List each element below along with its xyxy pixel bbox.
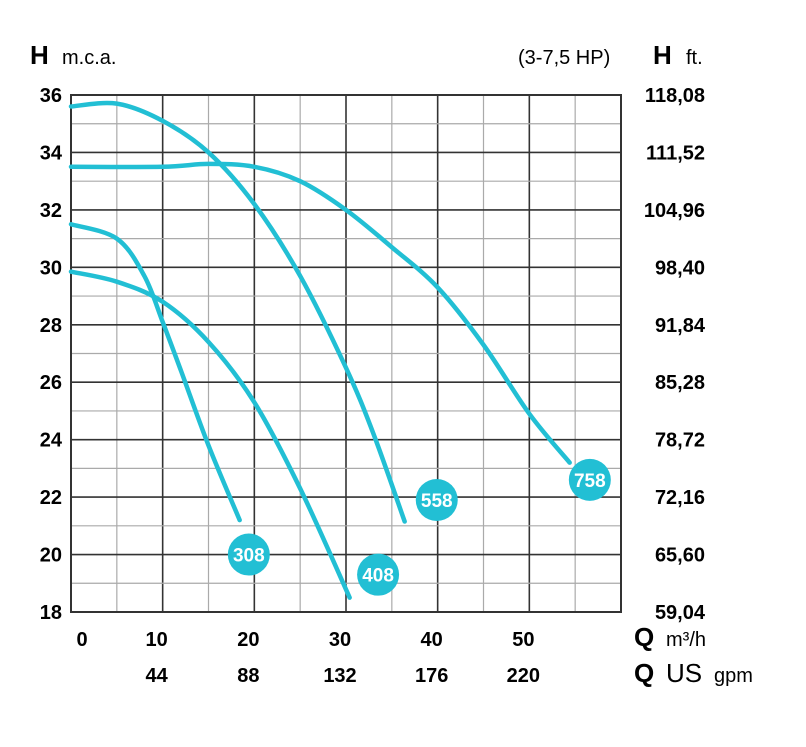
right-tick-label: 91,84 — [655, 315, 706, 337]
curve-558 — [68, 100, 407, 524]
x-tick-label: 0 — [76, 629, 87, 651]
x-tick-label: 20 — [237, 629, 259, 651]
left-tick-label: 22 — [40, 487, 62, 509]
x-axis-unit: m³/h — [666, 629, 706, 651]
curve-label-308: 308 — [233, 546, 265, 567]
curve-758 — [68, 161, 572, 465]
left-tick-label: 18 — [40, 602, 62, 624]
right-tick-label: 111,52 — [646, 142, 705, 164]
right-tick-label: 65,60 — [655, 545, 705, 567]
x-tick-label: 10 — [146, 629, 168, 651]
curve-label-badge — [357, 553, 400, 596]
right-tick-label: 85,28 — [655, 372, 705, 394]
left-tick-label: 20 — [40, 545, 62, 567]
x-tick-label: 50 — [512, 629, 534, 651]
tick-labels: 36 34 32 30 28 26 24 22 20 18 118,08 111,52 104,96 98… — [40, 85, 706, 687]
left-tick-label: 36 — [40, 85, 62, 107]
left-tick-label: 28 — [40, 315, 62, 337]
curve-label-558: 558 — [421, 491, 453, 512]
x2-axis-unit: US — [666, 658, 702, 688]
x2-tick-label: 132 — [323, 665, 356, 687]
left-tick-label: 26 — [40, 372, 62, 394]
x2-tick-label: 176 — [415, 665, 448, 687]
right-tick-label: 118,08 — [645, 85, 705, 107]
right-tick-label: 59,04 — [655, 602, 706, 624]
x2-tick-label: 44 — [146, 665, 169, 687]
curve-label-408: 408 — [362, 566, 394, 587]
curve-label-badge — [227, 533, 270, 576]
right-tick-label: 104,96 — [644, 200, 705, 222]
x-axis-symbol: Q — [634, 622, 654, 652]
right-axis-unit: ft. — [686, 47, 703, 69]
curve-label-badge — [415, 478, 458, 521]
left-tick-label: 32 — [40, 200, 62, 222]
x-tick-label: 40 — [421, 629, 443, 651]
curves — [68, 100, 572, 600]
x2-axis-subunit: gpm — [714, 665, 753, 687]
left-axis-unit: m.c.a. — [62, 47, 116, 69]
right-tick-label: 78,72 — [655, 430, 705, 452]
curve-labels: 558 758 308 408 — [227, 458, 611, 596]
power-range-note: (3-7,5 HP) — [518, 47, 610, 69]
curve-label-badge — [568, 458, 611, 501]
x2-tick-label: 220 — [507, 665, 540, 687]
left-tick-label: 30 — [40, 257, 62, 279]
left-axis-symbol: H — [30, 40, 49, 70]
x-tick-label: 30 — [329, 629, 351, 651]
x2-tick-label: 88 — [237, 665, 259, 687]
right-tick-label: 98,40 — [655, 257, 705, 279]
left-tick-label: 24 — [40, 430, 63, 452]
grid — [70, 94, 622, 613]
curve-label-758: 758 — [574, 471, 606, 492]
left-tick-label: 34 — [40, 142, 63, 164]
right-axis-symbol: H — [653, 40, 672, 70]
curve-408 — [68, 269, 352, 600]
curve-308 — [68, 222, 242, 523]
right-tick-label: 72,16 — [655, 487, 705, 509]
plot-frame — [70, 94, 622, 613]
x2-axis-symbol: Q — [634, 658, 654, 688]
